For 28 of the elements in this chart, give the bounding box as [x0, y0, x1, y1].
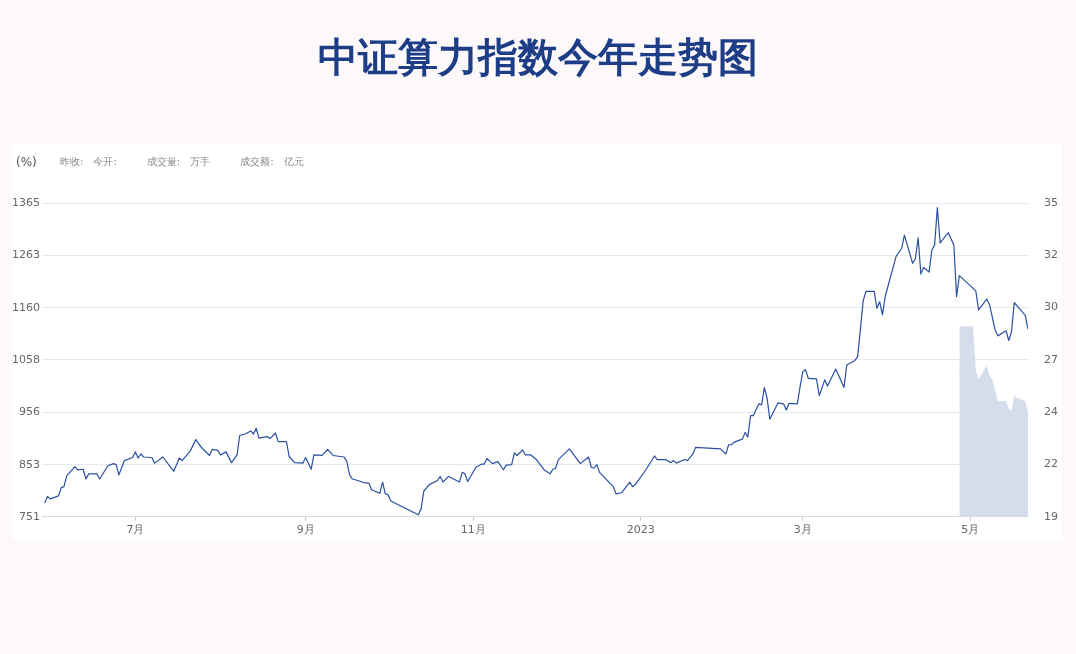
y-tick-label: 751 — [19, 509, 40, 523]
y2-tick-label: 35 — [1044, 195, 1058, 209]
y2-tick-label: 27 — [1044, 352, 1058, 366]
x-tick-label: 9月 — [296, 523, 315, 537]
text: 昨收: — [60, 155, 84, 169]
text: 亿元 — [283, 155, 304, 169]
y2-tick-label: 22 — [1044, 457, 1058, 471]
y-tick-label: 1263 — [12, 247, 40, 261]
y2-tick-label: 30 — [1044, 300, 1058, 314]
y2-tick-label: 19 — [1044, 509, 1058, 523]
text: 成交额: — [240, 155, 274, 169]
x-tick-label: 7月 — [126, 523, 145, 537]
chart-title: 中证算力指数今年走势图 — [317, 33, 759, 82]
y-tick-label: 1058 — [12, 352, 40, 366]
y2-tick-label: 32 — [1044, 248, 1058, 262]
x-tick-label: 2023 — [626, 523, 655, 537]
y-tick-label: 1160 — [12, 300, 40, 314]
y-axis-title: (%) — [16, 155, 37, 169]
y2-tick-label: 24 — [1044, 405, 1058, 419]
y-tick-label: 1365 — [12, 195, 40, 209]
x-tick-label: 5月 — [961, 523, 980, 537]
x-tick-label: 3月 — [793, 523, 812, 537]
text: 今开: — [93, 155, 117, 169]
text: 成交量: — [146, 155, 181, 169]
x-tick-label: 11月 — [460, 523, 486, 537]
y-tick-label: 956 — [19, 404, 40, 418]
y-tick-label: 853 — [19, 457, 40, 471]
text: 万手 — [190, 155, 211, 169]
